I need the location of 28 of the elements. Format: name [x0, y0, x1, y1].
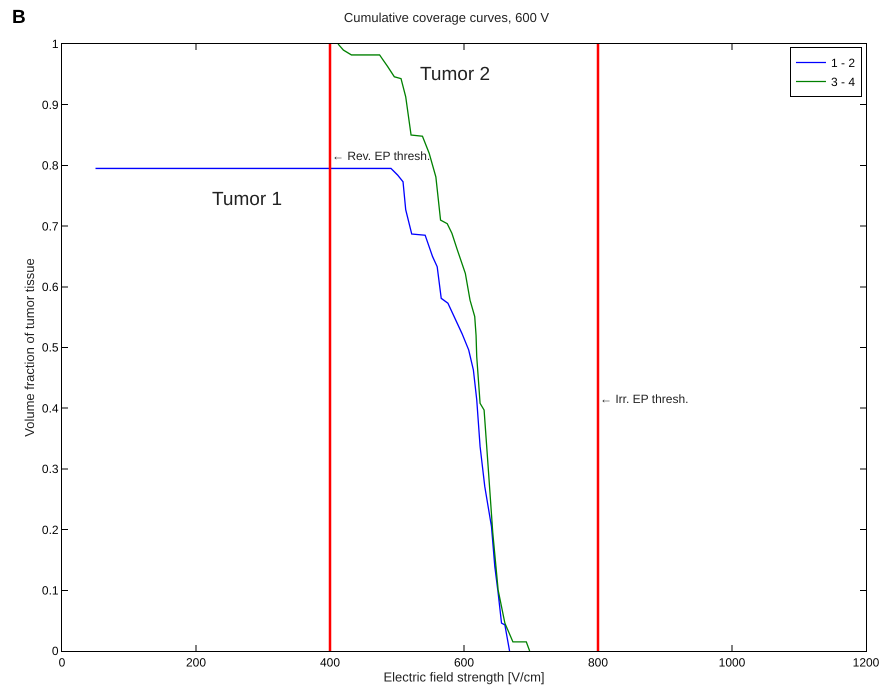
x-tick-label: 600 [454, 655, 474, 670]
annotation: Tumor 1 [212, 189, 282, 210]
y-tick-label: 1 [52, 37, 59, 52]
y-tick-label: 0.5 [42, 340, 59, 355]
y-tick-label: 0.6 [42, 280, 59, 294]
x-tick-label: 1000 [718, 655, 746, 670]
legend-label: 3 - 4 [830, 75, 856, 90]
chart-title: Cumulative coverage curves, 600 V [344, 10, 550, 25]
x-tick-label: 800 [588, 655, 608, 670]
text: B [12, 7, 26, 28]
legend-label: 1 - 2 [830, 56, 856, 70]
x-axis-title: Electric field strength [V/cm] [383, 669, 545, 684]
y-tick-label: 0 [52, 644, 59, 658]
y-tick-label: 0.3 [42, 462, 59, 476]
annotation: ← Rev. EP thresh. [332, 149, 430, 163]
x-tick-label: 200 [186, 655, 206, 670]
x-tick-label: 400 [320, 655, 340, 670]
y-tick-label: 0.1 [42, 584, 59, 598]
annotation: ← Irr. EP thresh. [600, 392, 688, 406]
y-axis-title: Volume fraction of tumor tissue [22, 258, 37, 437]
y-tick-label: 0.8 [42, 158, 59, 173]
y-tick-label: 0.4 [42, 401, 59, 416]
y-tick-label: 0.9 [42, 98, 59, 112]
y-tick-label: 0.2 [42, 522, 59, 537]
line-series [94, 168, 510, 651]
annotation: Tumor 2 [420, 64, 490, 85]
x-tick-label: 1200 [852, 655, 880, 670]
y-tick-label: 0.7 [42, 219, 59, 234]
